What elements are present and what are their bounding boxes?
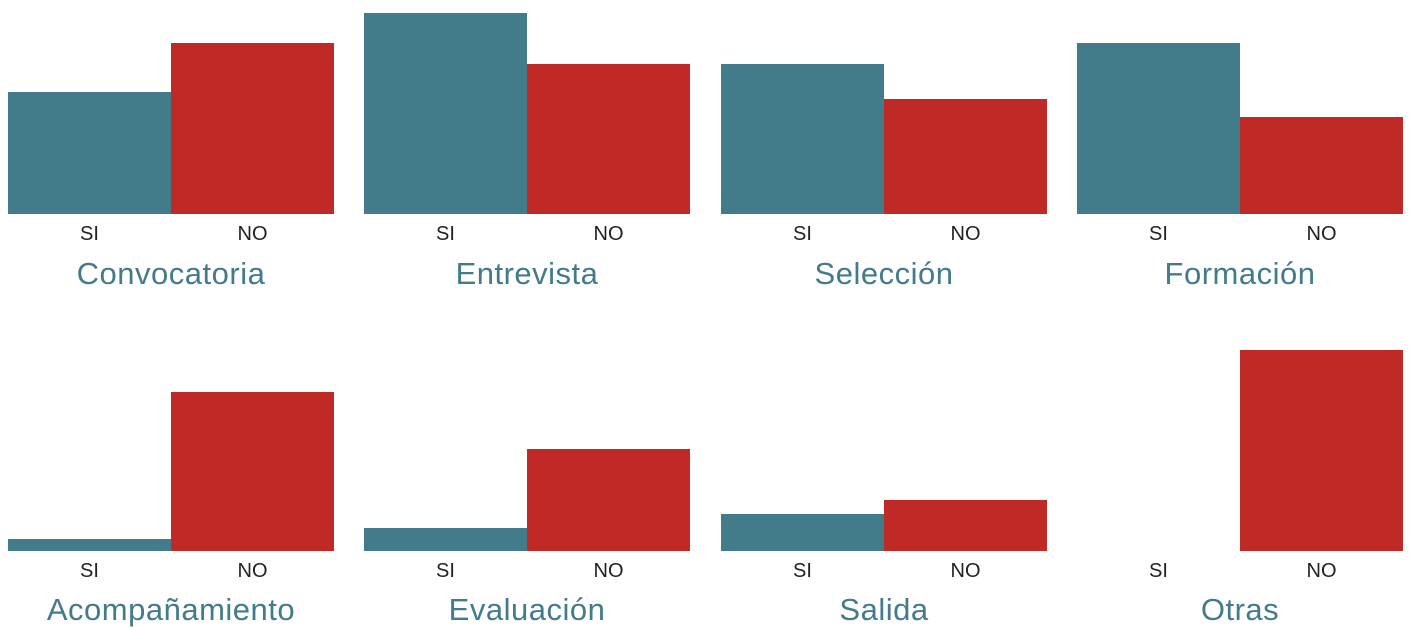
- tick-label-formacion-si: SI: [1149, 223, 1168, 245]
- bar-salida-no: [884, 500, 1047, 551]
- chart-title-convocatoria: Convocatoria: [77, 256, 266, 291]
- bar-formacion-no: [1240, 117, 1403, 214]
- chart-convocatoria: SI NO Convocatoria: [8, 43, 334, 291]
- bar-salida-si: [721, 514, 884, 551]
- tick-label-seleccion-no: NO: [951, 223, 981, 245]
- chart-title-evaluacion: Evaluación: [449, 592, 606, 627]
- chart-seleccion: SI NO Selección: [721, 64, 1047, 291]
- chart-entrevista: SI NO Entrevista: [364, 13, 690, 291]
- tick-label-entrevista-no: NO: [594, 223, 624, 245]
- chart-title-acompanamiento: Acompañamiento: [47, 592, 295, 627]
- tick-label-seleccion-si: SI: [793, 223, 812, 245]
- tick-label-acompanamiento-no: NO: [238, 560, 268, 582]
- chart-formacion: SI NO Formación: [1077, 43, 1403, 291]
- tick-label-salida-si: SI: [793, 560, 812, 582]
- bar-seleccion-no: [884, 99, 1047, 214]
- bar-convocatoria-no: [171, 43, 334, 214]
- tick-label-convocatoria-no: NO: [238, 223, 268, 245]
- chart-salida: SI NO Salida: [721, 500, 1047, 627]
- tick-label-evaluacion-si: SI: [436, 560, 455, 582]
- chart-title-formacion: Formación: [1165, 256, 1316, 291]
- tick-label-salida-no: NO: [951, 560, 981, 582]
- chart-title-salida: Salida: [839, 592, 928, 627]
- bar-acompanamiento-si: [8, 539, 171, 551]
- tick-label-evaluacion-no: NO: [594, 560, 624, 582]
- chart-title-entrevista: Entrevista: [456, 256, 599, 291]
- bar-evaluacion-no: [527, 449, 690, 551]
- chart-title-seleccion: Selección: [815, 256, 954, 291]
- bar-formacion-si: [1077, 43, 1240, 214]
- bar-convocatoria-si: [8, 92, 171, 214]
- chart-acompanamiento: SI NO Acompañamiento: [8, 392, 334, 627]
- bar-evaluacion-si: [364, 528, 527, 551]
- chart-otras: SI NO Otras: [1149, 350, 1403, 627]
- bar-seleccion-si: [721, 64, 884, 214]
- tick-label-formacion-no: NO: [1307, 223, 1337, 245]
- bar-entrevista-no: [527, 64, 690, 214]
- tick-label-convocatoria-si: SI: [80, 223, 99, 245]
- tick-label-entrevista-si: SI: [436, 223, 455, 245]
- bar-acompanamiento-no: [171, 392, 334, 551]
- bar-otras-no: [1240, 350, 1403, 551]
- tick-label-otras-no: NO: [1307, 560, 1337, 582]
- chart-evaluacion: SI NO Evaluación: [364, 449, 690, 627]
- tick-label-otras-si: SI: [1149, 560, 1168, 582]
- tick-label-acompanamiento-si: SI: [80, 560, 99, 582]
- bar-entrevista-si: [364, 13, 527, 214]
- chart-title-otras: Otras: [1201, 592, 1279, 627]
